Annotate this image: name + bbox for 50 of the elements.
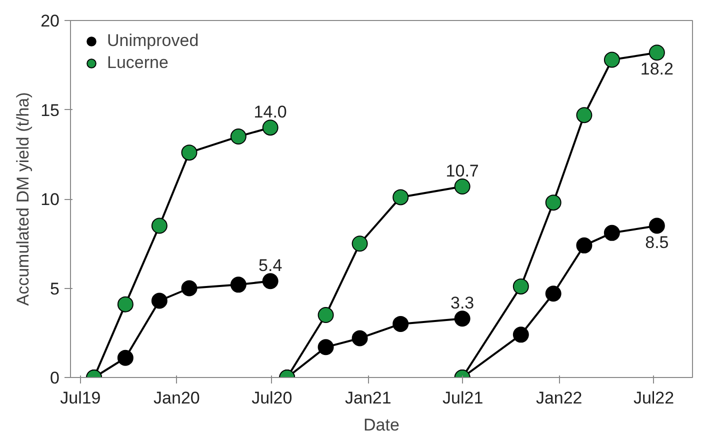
point (230, 128, 246, 145)
point (545, 286, 562, 302)
y-tick-label: 5 (50, 279, 60, 298)
annotation: 8.5 (645, 232, 669, 252)
point (318, 339, 334, 356)
point (512, 278, 529, 294)
y-tick-label: 0 (50, 368, 60, 388)
point (576, 237, 592, 254)
point (512, 326, 529, 343)
point (648, 218, 665, 234)
point (230, 276, 246, 293)
point (648, 44, 665, 61)
y-tick-label: 20 (40, 12, 60, 30)
point (454, 310, 470, 327)
x-axis-title: Date (364, 416, 400, 434)
legend-label: Unimproved (107, 31, 199, 51)
annotation: 18.2 (640, 60, 674, 79)
point (604, 52, 620, 68)
y-tick-label: 15 (40, 100, 60, 120)
x-tick-label: Jul21 (442, 388, 484, 408)
point (604, 224, 620, 241)
x-tick-label: Jan20 (154, 388, 200, 408)
point (392, 189, 409, 206)
point (151, 218, 168, 234)
point (318, 307, 334, 324)
annotation: 10.7 (446, 162, 479, 181)
x-tick-label: Jul22 (633, 388, 674, 408)
point (117, 350, 134, 366)
point (392, 316, 409, 332)
annotation: 3.3 (450, 294, 474, 313)
x-tick-label: Jul20 (252, 388, 292, 408)
point (262, 273, 278, 290)
point (454, 178, 470, 194)
point (151, 292, 168, 309)
y-tick-label: 10 (40, 190, 60, 209)
point (352, 330, 368, 346)
point (545, 194, 562, 211)
point (262, 120, 278, 136)
legend-label: Lucerne (107, 53, 168, 73)
annotation: 14.0 (254, 102, 287, 122)
point (352, 236, 368, 252)
point (181, 144, 198, 161)
x-tick-label: Jan21 (345, 388, 392, 408)
point (576, 107, 592, 124)
y-axis-title: Accumulated DM yield (t/ha) (14, 92, 33, 306)
x-tick-label: Jan22 (536, 388, 582, 408)
point (181, 280, 198, 296)
x-tick-label: Jul19 (60, 388, 101, 408)
annotation: 5.4 (258, 256, 282, 276)
point (117, 296, 134, 312)
